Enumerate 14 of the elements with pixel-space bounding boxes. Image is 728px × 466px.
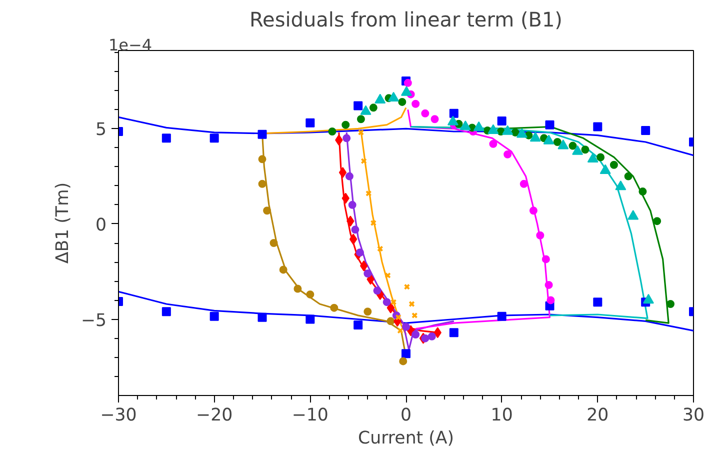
x-tick-label: 0 [400,406,412,426]
x-axis-title: Current (A) [358,428,454,448]
x-tick-label: 10 [490,406,513,426]
y-axis-title: ΔB1 (Tm) [52,182,73,264]
y-tick-label: −5 [80,310,107,331]
x-tick-label: −30 [100,406,137,426]
y-tick-label: 0 [95,215,107,236]
annotation: 1e−4 [108,36,152,54]
x-tick-label: −10 [292,406,328,426]
x-tick-label: 30 [682,406,705,426]
chart-title: Residuals from linear term (B1) [250,8,562,32]
x-tick-label: 20 [586,406,609,426]
x-tick-label: −20 [196,406,233,426]
y-tick-label: 5 [95,120,107,140]
